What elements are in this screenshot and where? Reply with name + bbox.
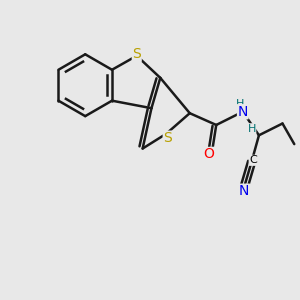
Text: H: H [248,124,256,134]
Text: S: S [163,131,172,145]
Text: H: H [236,99,244,110]
Text: C: C [249,155,257,165]
Text: N: N [238,105,248,119]
Text: S: S [132,47,141,61]
Text: N: N [239,184,249,198]
Text: O: O [203,147,214,161]
